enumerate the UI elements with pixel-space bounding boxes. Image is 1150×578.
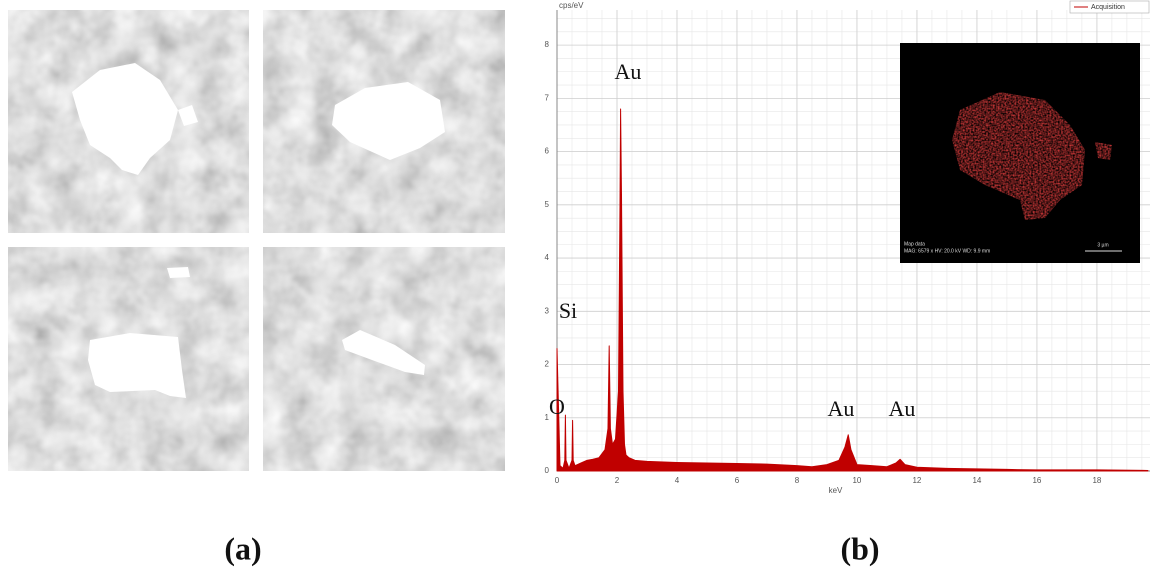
y-tick-label: 2 [545,360,550,369]
peak-label: Si [559,298,577,323]
y-tick-label: 6 [545,147,550,156]
inset: Map data MAG: 6579 x HV: 20.0 kV WD: 9.9… [900,43,1140,263]
y-tick-label: 1 [545,413,550,422]
peak-label: Au [615,59,642,84]
y-axis-label: cps/eV [559,1,584,10]
x-tick-label: 14 [972,476,981,485]
particle [88,267,190,398]
y-tick-label: 0 [545,466,550,475]
particle [72,63,198,175]
x-tick-label: 6 [735,476,740,485]
x-tick-label: 0 [555,476,560,485]
scale-label: 3 µm [1097,242,1108,248]
y-tick-label: 3 [545,306,550,315]
particle [332,82,445,160]
spectrum [556,108,1149,472]
peak-label: Au [828,396,855,421]
x-tick-label: 16 [1032,476,1041,485]
x-tick-label: 8 [795,476,800,485]
peak-label: Au [889,396,916,421]
y-tick-label: 7 [545,93,550,102]
x-tick-label: 12 [912,476,921,485]
legend-label: Acquisition [1091,4,1125,11]
x-tick-label: 18 [1092,476,1101,485]
inset-text: MAG: 6579 x HV: 20.0 kV WD: 9.9 mm [904,248,990,254]
sem-images [8,10,505,471]
x-tick-label: 2 [615,476,620,485]
x-tick-label: 4 [675,476,680,485]
x-tick-label: 10 [852,476,861,485]
y-tick-label: 4 [545,253,550,262]
x-axis-label: keV [829,486,843,495]
panel-label: (a) [224,530,261,566]
peak-label: O [549,394,565,419]
y-tick-label: 8 [545,40,550,49]
inset-text: Map data [904,241,925,247]
legend-box [1069,0,1150,14]
particle [342,330,425,375]
y-tick-label: 5 [545,200,550,209]
panel-label: (b) [840,530,879,566]
